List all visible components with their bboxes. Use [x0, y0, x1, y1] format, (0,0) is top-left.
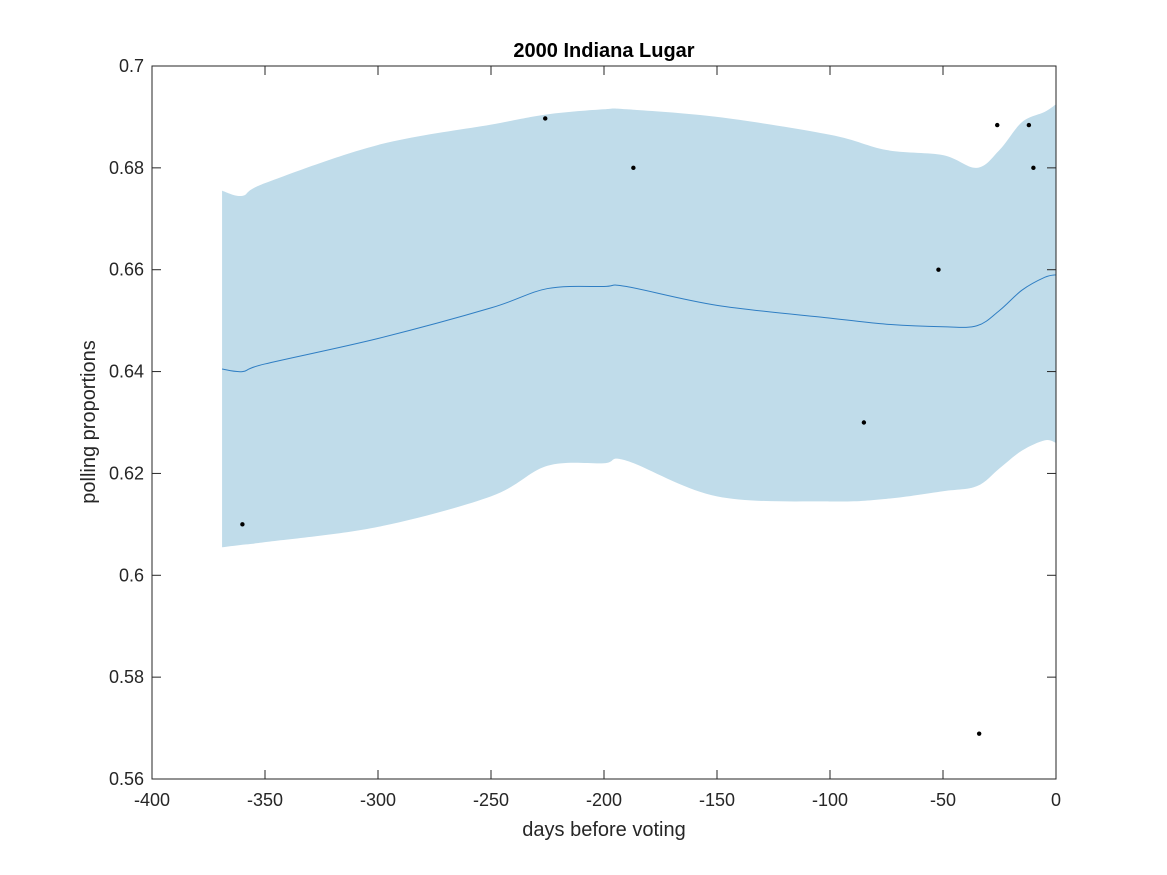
data-point: [240, 522, 245, 527]
x-axis-label: days before voting: [522, 819, 685, 841]
x-tick-label: -100: [812, 790, 848, 810]
x-tick-label: -400: [134, 790, 170, 810]
data-point: [995, 122, 1000, 128]
mean-line: [221, 274, 1057, 373]
x-axis: -400 -350 -300 -250 -200 -150 -100 -50 0: [134, 66, 1061, 810]
y-tick-label: 0.56: [109, 769, 144, 789]
y-tick-label: 0.62: [109, 463, 144, 483]
chart-title: 2000 Indiana Lugar: [513, 40, 694, 62]
x-tick-label: -350: [247, 790, 283, 810]
x-tick-label: -50: [930, 790, 956, 810]
y-tick-label: 0.66: [109, 260, 144, 280]
data-points: [240, 116, 1036, 736]
data-point: [1031, 165, 1036, 171]
y-tick-label: 0.68: [109, 158, 144, 178]
y-tick-label: 0.58: [109, 667, 144, 687]
data-point: [631, 165, 636, 171]
data-point: [543, 116, 548, 121]
x-tick-label: -250: [473, 790, 509, 810]
y-tick-label: 0.7: [119, 56, 144, 76]
x-tick-label: -150: [699, 790, 735, 810]
data-point: [1026, 122, 1032, 128]
y-tick-label: 0.6: [119, 565, 144, 585]
x-tick-label: -300: [360, 790, 396, 810]
x-tick-label: -200: [586, 790, 622, 810]
y-tick-label: 0.64: [109, 362, 144, 382]
data-point: [936, 267, 941, 272]
data-point: [976, 731, 982, 736]
confidence-band: [222, 104, 1056, 548]
y-axis: 0.56 0.58 0.6 0.62 0.64 0.66 0.68 0.7: [109, 56, 1056, 789]
data-point: [861, 420, 867, 425]
y-axis-label: polling proportions: [78, 340, 100, 503]
x-tick-label: 0: [1051, 790, 1061, 810]
